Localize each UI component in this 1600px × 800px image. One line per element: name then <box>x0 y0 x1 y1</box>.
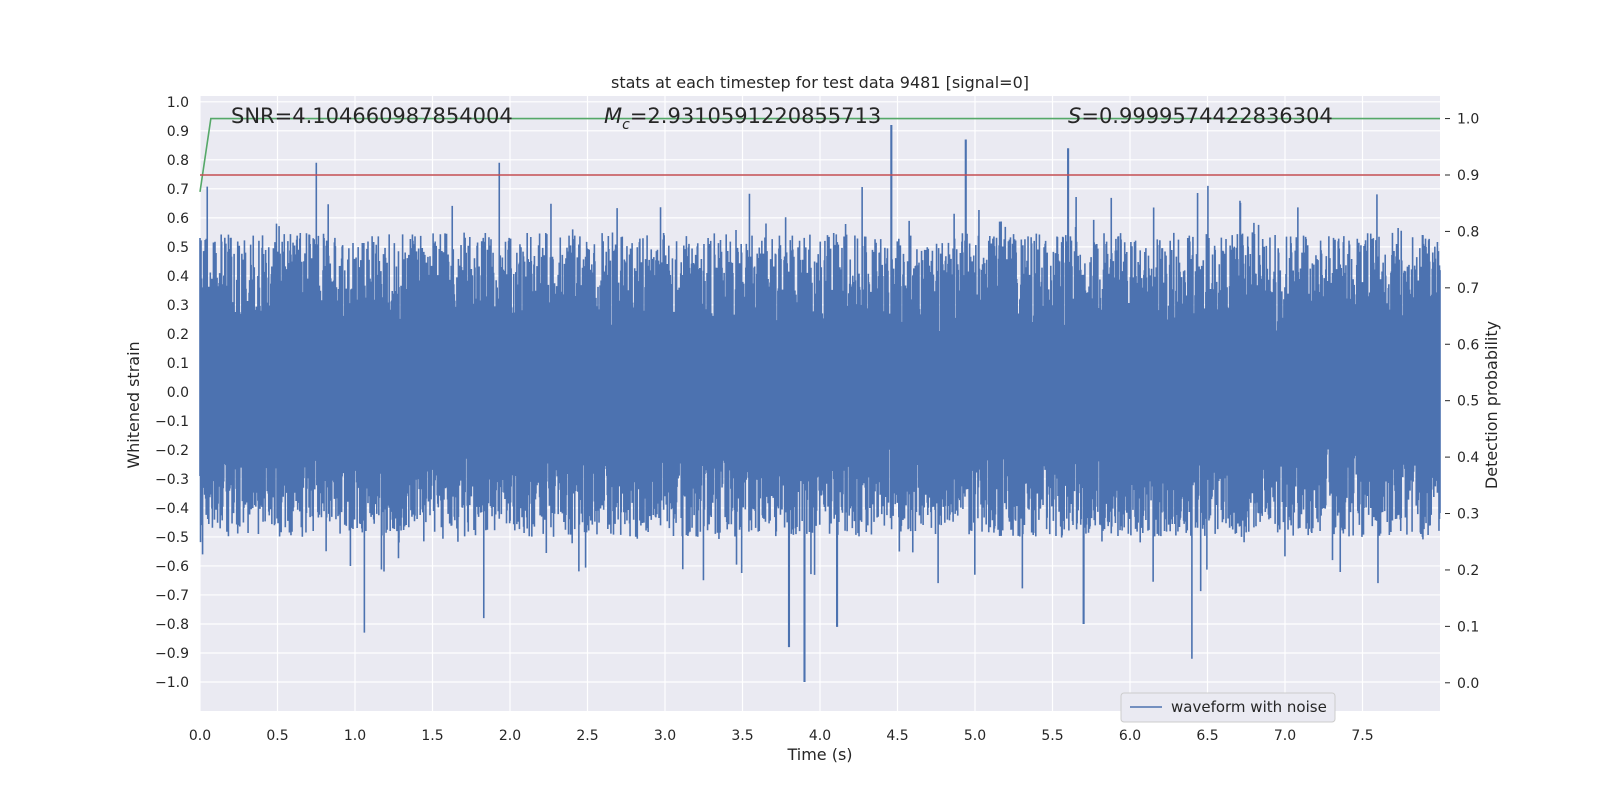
x-tick-label: 5.0 <box>964 728 986 744</box>
waveform-series <box>199 125 1441 682</box>
x-tick-label: 1.0 <box>344 728 366 744</box>
y-tick-label: 0.9 <box>167 124 189 140</box>
y-tick-label: 1.0 <box>167 95 189 111</box>
y-tick-label: 0.2 <box>167 327 189 343</box>
legend-label: waveform with noise <box>1171 698 1327 716</box>
y-tick-label: 0.0 <box>167 385 189 401</box>
y-tick-label: 0.7 <box>167 182 189 198</box>
y-tick-label: −0.1 <box>155 414 189 430</box>
waveform-with-noise-line <box>199 125 1441 682</box>
x-tick-label: 4.0 <box>809 728 831 744</box>
legend: waveform with noise <box>1120 692 1336 723</box>
x-axis-label: Time (s) <box>786 745 852 764</box>
x-tick-label: 3.5 <box>731 728 753 744</box>
x-tick-label: 1.5 <box>421 728 443 744</box>
x-tick-label: 0.0 <box>189 728 211 744</box>
mc-annotation: Mc=2.9310591220855713 <box>604 104 881 133</box>
legend-box <box>1120 692 1336 723</box>
x-tick-label: 6.0 <box>1119 728 1141 744</box>
y-tick-label: 0.3 <box>167 298 189 314</box>
y-tick-label: −0.9 <box>155 646 189 662</box>
detection-probability-line <box>199 117 1440 193</box>
y-right-tick-label: 0.3 <box>1457 507 1479 523</box>
y-tick-label: −0.7 <box>155 588 189 604</box>
y-tick-label: −0.4 <box>155 501 189 517</box>
y-tick-label: 0.8 <box>167 153 189 169</box>
y-tick-label: 0.6 <box>167 211 189 227</box>
y-tick-label: 0.1 <box>167 356 189 372</box>
x-tick-label: 2.0 <box>499 728 521 744</box>
y-ticks-left: 1.0 0.9 0.8 0.7 0.6 0.5 0.4 0.3 0.2 0.1 0.0 −0.1 −0.… <box>155 95 189 691</box>
y-tick-label: −1.0 <box>155 675 189 691</box>
x-tick-label: 4.5 <box>886 728 908 744</box>
y-right-tick-label: 0.4 <box>1457 450 1479 466</box>
y-right-tick-label: 0.9 <box>1457 168 1479 184</box>
y-axis-label-left: Whitened strain <box>124 341 143 468</box>
probability-series <box>199 117 1440 193</box>
y-right-tick-label: 1.0 <box>1457 112 1479 128</box>
x-ticks: 0.0 0.5 1.0 1.5 2.0 2.5 3.0 3.5 4.0 4.5 5.0 5.5 6.0 6… <box>189 728 1374 744</box>
y-right-tick-label: 0.8 <box>1457 224 1479 240</box>
y-tick-label: 0.4 <box>167 269 189 285</box>
x-tick-label: 7.5 <box>1351 728 1373 744</box>
y-right-tick-label: 0.5 <box>1457 394 1479 410</box>
y-tick-label: −0.5 <box>155 530 189 546</box>
y-tick-label: −0.3 <box>155 472 189 488</box>
x-tick-label: 3.0 <box>654 728 676 744</box>
y-right-tick-label: 0.6 <box>1457 337 1479 353</box>
y-tick-label: −0.8 <box>155 617 189 633</box>
y-axis-label-right: Detection probability <box>1482 321 1501 489</box>
y-right-tick-label: 0.0 <box>1457 676 1479 692</box>
s-annotation: S=0.9999574422836304 <box>1068 104 1333 128</box>
y-ticks-right: 1.0 0.9 0.8 0.7 0.6 0.5 0.4 0.3 0.2 0.1 0.0 <box>1445 112 1479 692</box>
x-tick-label: 0.5 <box>266 728 288 744</box>
x-tick-label: 2.5 <box>576 728 598 744</box>
x-tick-label: 6.5 <box>1196 728 1218 744</box>
chart-title: stats at each timestep for test data 948… <box>611 73 1029 92</box>
snr-annotation: SNR=4.104660987854004 <box>231 104 513 128</box>
y-right-tick-label: 0.1 <box>1457 619 1479 635</box>
x-tick-label: 5.5 <box>1041 728 1063 744</box>
x-tick-label: 7.0 <box>1274 728 1296 744</box>
y-tick-label: −0.6 <box>155 559 189 575</box>
y-tick-label: −0.2 <box>155 443 189 459</box>
y-tick-label: 0.5 <box>167 240 189 256</box>
y-right-tick-label: 0.2 <box>1457 563 1479 579</box>
y-right-tick-label: 0.7 <box>1457 281 1479 297</box>
